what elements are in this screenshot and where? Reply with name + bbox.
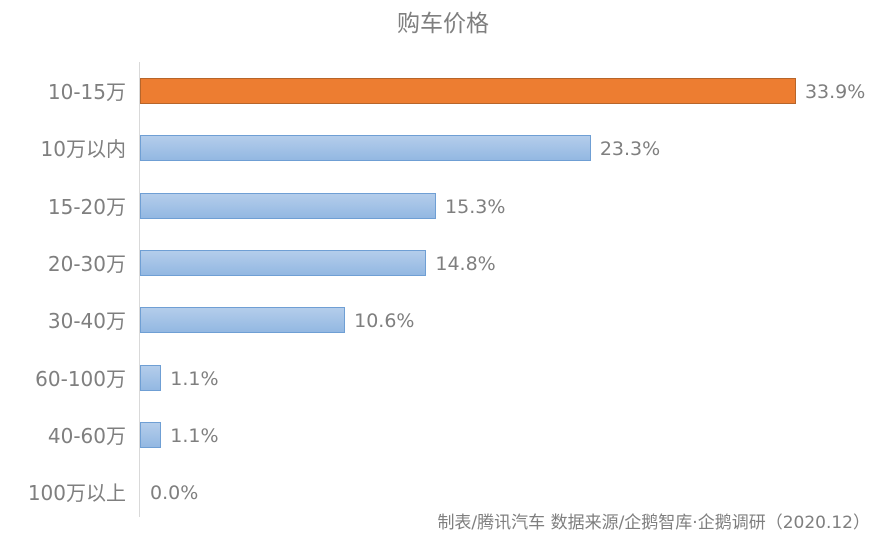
bar — [140, 192, 437, 219]
bar — [140, 135, 591, 162]
bar-row: 10万以内 23.3% — [0, 135, 886, 163]
bar — [140, 307, 346, 334]
category-label: 10-15万 — [47, 80, 126, 104]
bar — [140, 249, 427, 276]
bar — [140, 78, 796, 104]
value-label: 14.8% — [435, 252, 496, 275]
bar — [140, 364, 162, 391]
bar-row: 30-40万 10.6% — [0, 307, 886, 335]
category-label: 30-40万 — [47, 309, 126, 334]
bar-row: 10-15万 33.9% — [0, 78, 886, 106]
value-label: 10.6% — [354, 310, 415, 333]
bar-row: 15-20万 15.3% — [0, 192, 886, 221]
chart-title: 购车价格 — [397, 11, 489, 37]
value-label: 1.1% — [170, 367, 219, 390]
bar-row: 100万以上 0.0% — [0, 479, 886, 507]
value-label: 15.3% — [445, 195, 506, 218]
bar-row: 40-60万 1.1% — [0, 421, 886, 450]
bar-row: 60-100万 1.1% — [0, 364, 886, 393]
category-label: 40-60万 — [47, 423, 126, 448]
category-label: 60-100万 — [35, 366, 126, 391]
value-label: 0.0% — [150, 482, 199, 505]
value-label: 33.9% — [804, 81, 866, 103]
category-label: 20-30万 — [47, 251, 126, 276]
category-label: 15-20万 — [47, 194, 126, 219]
bar — [140, 421, 162, 448]
category-axis-line — [139, 62, 140, 517]
bar-row: 20-30万 14.8% — [0, 249, 886, 278]
category-label: 10万以内 — [40, 137, 126, 162]
value-label: 1.1% — [170, 424, 219, 447]
category-label: 100万以上 — [27, 481, 126, 506]
value-label: 23.3% — [599, 138, 661, 161]
source-note: 制表/腾讯汽车 数据来源/企鹅智库·企鹅调研（2020.12） — [437, 513, 870, 533]
